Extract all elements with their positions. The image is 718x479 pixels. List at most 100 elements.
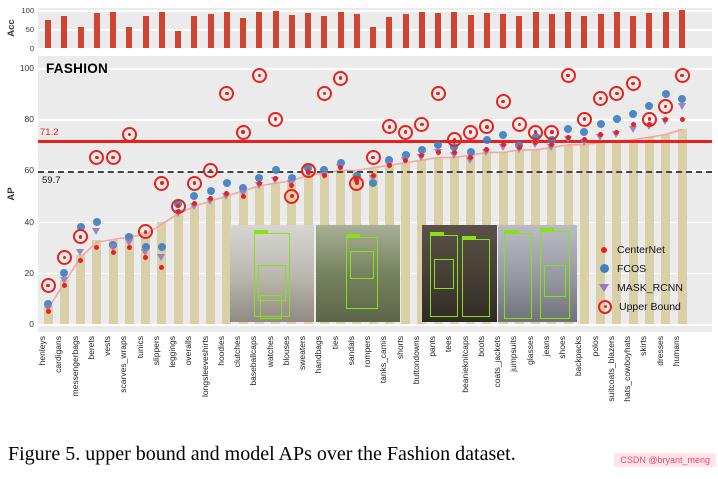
acc-bar (305, 13, 312, 48)
upper-bound-point (576, 111, 592, 127)
upper-bound-point (40, 278, 56, 294)
y-tick-label: 80 (24, 114, 34, 125)
x-tick-label: berets (85, 336, 96, 360)
fcos-point (661, 89, 670, 98)
x-tick-label: hats_cowboyhats (622, 336, 633, 402)
upper-bound-point (560, 68, 576, 84)
x-tick-label: tees (443, 336, 454, 353)
centernet-point (533, 139, 539, 145)
acc-bar (613, 11, 620, 48)
x-tick-label: skirts (638, 336, 649, 356)
x-tick-label: suitcoats_blazers (605, 336, 616, 402)
upper-bound-point (121, 127, 137, 143)
legend-label: MASK_RCNN (617, 281, 683, 294)
x-tick-label: clutches (232, 336, 243, 368)
fcos-point (580, 128, 589, 136)
acc-strip-panel (38, 8, 712, 50)
upper-bound-point (365, 150, 381, 166)
acc-bar (61, 15, 68, 48)
acc-bar (158, 11, 165, 48)
ref-line-label: 71.2 (40, 126, 59, 138)
centernet-point (256, 180, 262, 186)
acc-bar (288, 14, 295, 48)
acc-tick-label: 100 (21, 6, 34, 15)
upper-bound-point (463, 124, 479, 140)
watermark: CSDN @bryant_meng (614, 453, 716, 467)
acc-bar (191, 15, 198, 48)
acc-bar (77, 27, 84, 48)
x-tick-label: shorts (394, 336, 405, 360)
upper-bound-point (528, 124, 544, 140)
ap-bar (206, 201, 216, 324)
legend-item-mask-rcnn: MASK_RCNN (598, 278, 683, 297)
mask-rcnn-point (661, 118, 670, 126)
x-tick-label: leggings (167, 336, 178, 368)
ap-bar (173, 213, 183, 324)
chart-title: FASHION (46, 61, 109, 76)
acc-bar (93, 13, 100, 48)
legend-label: Upper Bound (619, 300, 681, 313)
x-tick-label: overalls (183, 336, 194, 366)
y-tick-label: 40 (24, 216, 34, 227)
x-tick-label: sweaters (297, 336, 308, 371)
centernet-point (565, 134, 571, 140)
x-tick-label: slippers (150, 336, 161, 366)
mask-rcnn-point (76, 248, 84, 256)
upper-bound-point (398, 124, 414, 140)
upper-bound-point (56, 249, 72, 265)
upper-bound-point (430, 86, 446, 102)
centernet-point (451, 149, 457, 155)
upper-bound-point (300, 162, 316, 178)
x-tick-label: messengerbags (69, 336, 80, 397)
upper-bound-point (316, 86, 332, 102)
upper-bound-mean-line (38, 140, 712, 144)
mask-rcnn-point (92, 228, 101, 236)
gridline (38, 119, 712, 121)
upper-bound-point (479, 119, 495, 135)
x-tick-label: longsleeveshirts (199, 336, 210, 397)
x-tick-label: vests (102, 336, 113, 356)
mask-rcnn-point (644, 123, 653, 131)
acc-bar (110, 11, 117, 48)
acc-bar (548, 13, 555, 48)
upper-bound-point (154, 175, 170, 191)
acc-bar (565, 11, 572, 48)
upper-bound-point (203, 162, 219, 178)
acc-bar (240, 17, 247, 48)
x-tick-label: jeans (540, 336, 551, 357)
ap-bar (401, 162, 411, 324)
acc-bar (418, 11, 425, 48)
x-tick-label: beanieknitcaps (459, 336, 470, 393)
detection-box (260, 295, 282, 319)
upper-bound-point (235, 124, 251, 140)
x-tick-label: backpacks (573, 336, 584, 377)
upper-bound-point (641, 111, 657, 127)
acc-bar (337, 11, 344, 48)
acc-bar (402, 13, 409, 48)
ref-line-label: 59.7 (42, 175, 61, 187)
acc-bar (597, 13, 604, 48)
acc-bar (451, 11, 458, 48)
acc-bar (532, 11, 539, 48)
x-tick-label: baseballcaps (248, 336, 259, 386)
x-tick-label: sandals (345, 336, 356, 366)
ap-bar (92, 239, 102, 324)
acc-bar (175, 30, 182, 48)
centernet-point (403, 157, 409, 163)
upper-bound-point (609, 86, 625, 102)
upper-bound-point (658, 98, 674, 114)
detection-box (503, 230, 532, 319)
centernet-point (126, 244, 132, 250)
x-tick-label: watches (264, 336, 275, 368)
centernet-point (500, 142, 506, 148)
fcos-point (434, 140, 443, 149)
upper-bound-point (511, 116, 527, 132)
x-tick-label: hoodies (215, 336, 226, 366)
x-tick-label: ties (329, 336, 340, 350)
ap-bar (157, 221, 167, 324)
upper-bound-point (219, 86, 235, 102)
centernet-point (61, 283, 67, 289)
x-tick-label: humans (671, 336, 681, 367)
acc-bar (435, 13, 442, 48)
